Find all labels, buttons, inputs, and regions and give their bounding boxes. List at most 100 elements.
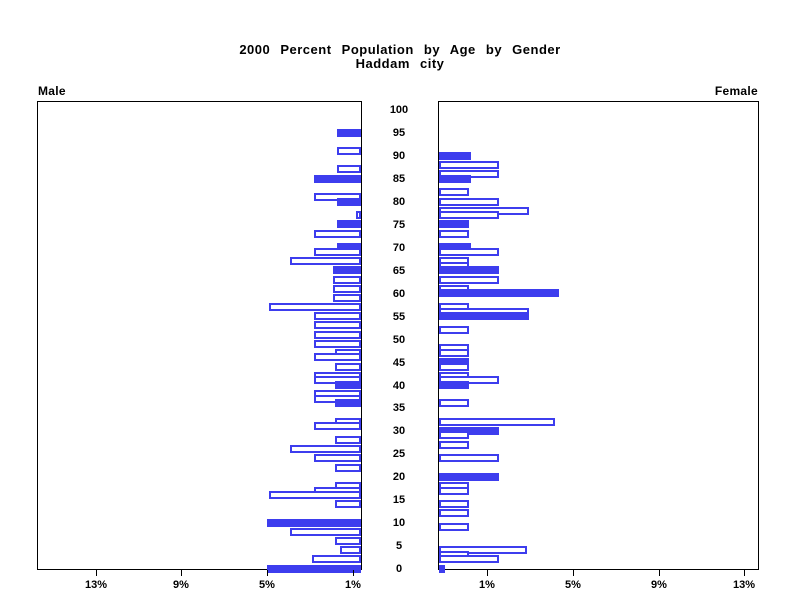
bar-male-age-31: [314, 422, 361, 430]
bar-female-age-80: [439, 198, 499, 206]
age-label-10: 10: [392, 517, 406, 529]
age-label-90: 90: [392, 150, 406, 162]
bar-female-age-9: [439, 523, 469, 531]
bar-female-age-73: [439, 230, 469, 238]
male-axis-5pct-label: 5%: [259, 579, 275, 591]
bar-male-age-75: [337, 220, 361, 228]
age-label-55: 55: [392, 311, 406, 323]
male-axis-13pct-label: 13%: [84, 579, 108, 591]
bar-male-age-95: [337, 129, 361, 137]
bar-male-age-28: [335, 436, 361, 444]
bar-female-age-55: [439, 312, 529, 320]
bar-male-age-2: [312, 555, 361, 563]
female-axis-5pct-label: 5%: [565, 579, 581, 591]
age-label-85: 85: [392, 173, 406, 185]
bar-female-age-41: [439, 376, 499, 384]
bar-male-age-14: [335, 500, 361, 508]
bar-female-age-82: [439, 188, 469, 196]
bar-male-age-4: [340, 546, 361, 554]
bar-female-age-60: [439, 289, 559, 297]
bar-female-age-69: [439, 248, 499, 256]
bar-male-age-8: [290, 528, 361, 536]
bar-female-age-44: [439, 363, 469, 371]
age-label-45: 45: [392, 357, 406, 369]
female-axis-1pct-tick: [487, 570, 488, 576]
age-label-25: 25: [392, 448, 406, 460]
bar-female-age-12: [439, 509, 469, 517]
bar-male-age-63: [333, 276, 361, 284]
age-label-35: 35: [392, 402, 406, 414]
chart-title: 2000 Percent Population by Age by Gender: [239, 42, 561, 57]
age-label-50: 50: [392, 334, 406, 346]
bar-female-age-32: [439, 418, 555, 426]
female-plot-area: [438, 101, 759, 573]
male-axis-13pct-tick: [96, 570, 97, 576]
age-label-95: 95: [392, 127, 406, 139]
bar-female-age-88: [439, 161, 499, 169]
chart-subtitle: Haddam city: [355, 56, 445, 71]
bar-female-age-17: [439, 487, 469, 495]
age-label-80: 80: [392, 196, 406, 208]
bar-male-age-69: [314, 248, 361, 256]
age-label-15: 15: [392, 494, 406, 506]
female-axis-9pct-label: 9%: [651, 579, 667, 591]
female-axis-13pct-label: 13%: [732, 579, 756, 591]
bar-male-age-10: [267, 519, 361, 527]
bar-female-age-36: [439, 399, 469, 407]
female-axis-9pct-tick: [659, 570, 660, 576]
age-label-30: 30: [392, 425, 406, 437]
age-label-70: 70: [392, 242, 406, 254]
age-label-75: 75: [392, 219, 406, 231]
bar-female-age-85: [439, 175, 471, 183]
age-label-20: 20: [392, 471, 406, 483]
male-axis-5pct-tick: [267, 570, 268, 576]
male-axis-9pct-tick: [181, 570, 182, 576]
bar-male-age-57: [269, 303, 361, 311]
bar-female-age-77: [439, 211, 499, 219]
bar-female-age-20: [439, 473, 499, 481]
female-axis-13pct-tick: [744, 570, 745, 576]
bar-female-age-27: [439, 441, 469, 449]
female-side-label: Female: [714, 84, 758, 98]
age-label-40: 40: [392, 380, 406, 392]
bar-female-age-0: [439, 565, 445, 573]
bar-male-age-24: [314, 454, 361, 462]
bar-male-age-44: [335, 363, 361, 371]
bar-male-age-73: [314, 230, 361, 238]
bar-male-age-6: [335, 537, 361, 545]
age-label-60: 60: [392, 288, 406, 300]
age-label-5: 5: [395, 540, 403, 552]
male-axis-1pct-tick: [353, 570, 354, 576]
bar-male-age-53: [314, 321, 361, 329]
bar-male-age-26: [290, 445, 361, 453]
age-label-100: 100: [389, 104, 409, 116]
female-axis-1pct-label: 1%: [479, 579, 495, 591]
bar-female-age-40: [439, 381, 469, 389]
bar-male-age-77: [356, 211, 361, 219]
bar-male-age-40: [335, 381, 361, 389]
bar-male-age-87: [337, 165, 361, 173]
bar-male-age-65: [333, 266, 361, 274]
bar-female-age-65: [439, 266, 499, 274]
bar-male-age-55: [314, 312, 361, 320]
bar-male-age-51: [314, 331, 361, 339]
bar-male-age-59: [333, 294, 361, 302]
male-side-label: Male: [38, 84, 66, 98]
bar-male-age-49: [314, 340, 361, 348]
female-axis-5pct-tick: [573, 570, 574, 576]
bar-male-age-91: [337, 147, 361, 155]
bar-male-age-16: [269, 491, 361, 499]
bar-female-age-63: [439, 276, 499, 284]
bar-male-age-0: [267, 565, 361, 573]
bar-female-age-29: [439, 431, 469, 439]
bar-male-age-36: [335, 399, 361, 407]
bar-female-age-24: [439, 454, 499, 462]
bar-female-age-47: [439, 349, 469, 357]
male-plot-area: [37, 101, 362, 573]
bar-female-age-4: [439, 546, 527, 554]
bar-female-age-75: [439, 220, 469, 228]
age-axis: 100 95 90 85 80 75 70 65 60 55 50 45 40 35 30 25 20 15 10 5…: [361, 101, 437, 581]
bar-female-age-52: [439, 326, 469, 334]
bar-female-age-14: [439, 500, 469, 508]
